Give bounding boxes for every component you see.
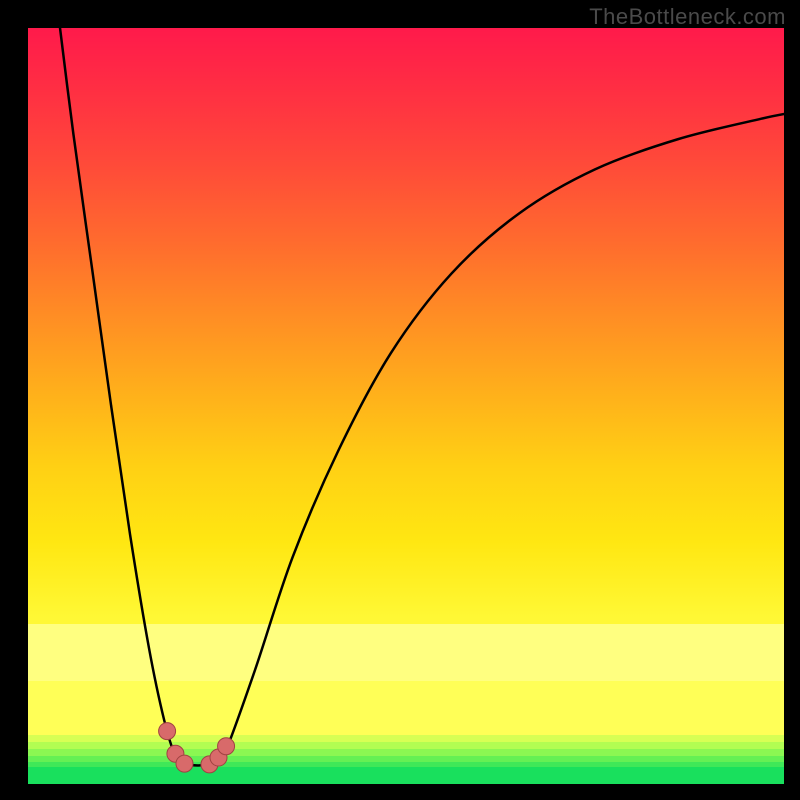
plot-area (28, 28, 784, 784)
watermark-text: TheBottleneck.com (589, 4, 786, 30)
chart-root: TheBottleneck.com (0, 0, 800, 800)
valley-marker-0 (159, 723, 176, 740)
valley-marker-2 (176, 755, 193, 772)
valley-marker-5 (218, 738, 235, 755)
curve-layer (28, 28, 784, 784)
bottleneck-curve (57, 28, 784, 765)
